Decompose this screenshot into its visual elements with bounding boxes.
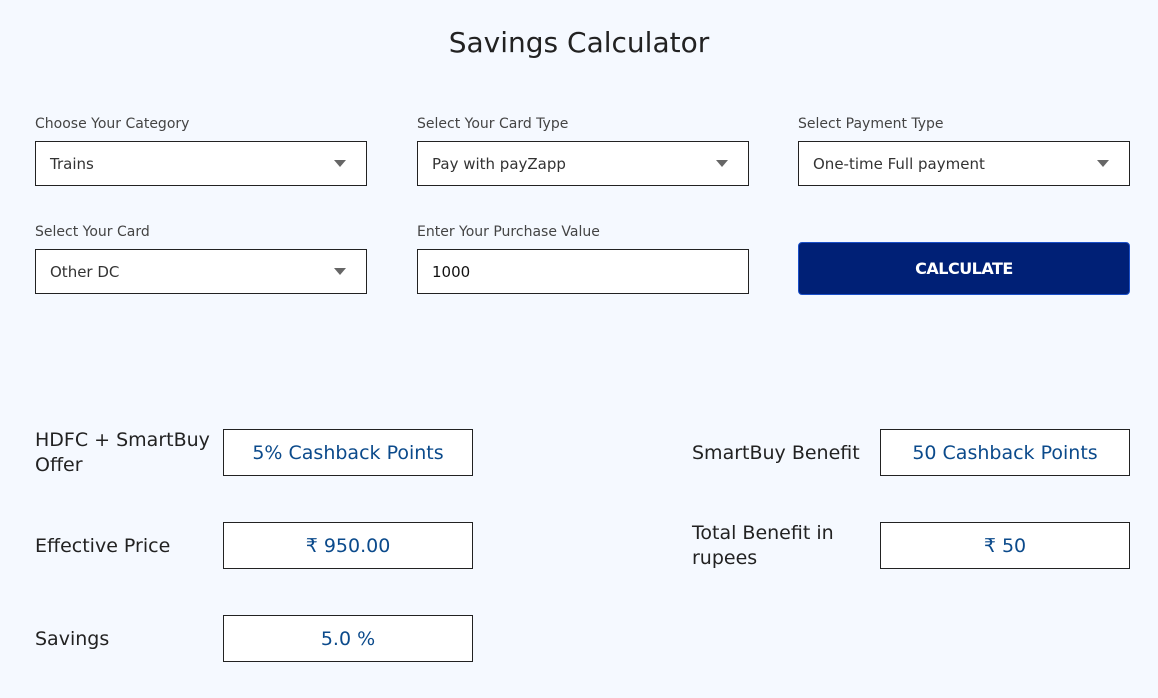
category-value: Trains [50, 154, 94, 173]
chevron-down-icon [334, 160, 346, 167]
offer-label: HDFC + SmartBuy Offer [35, 429, 210, 476]
payment-type-field: Select Payment Type One-time Full paymen… [798, 116, 1130, 186]
chevron-down-icon [716, 160, 728, 167]
card-type-value: Pay with payZapp [432, 154, 566, 173]
chevron-down-icon [334, 268, 346, 275]
purchase-label: Enter Your Purchase Value [417, 224, 600, 240]
payment-type-label: Select Payment Type [798, 116, 944, 132]
payment-type-select[interactable]: One-time Full payment [798, 141, 1130, 186]
card-type-field: Select Your Card Type Pay with payZapp [417, 116, 749, 186]
effective-price-label: Effective Price [35, 535, 171, 557]
savings-value: 5.0 % [223, 615, 473, 662]
total-benefit-label: Total Benefit in rupees [692, 522, 834, 569]
savings-label: Savings [35, 628, 110, 650]
card-label: Select Your Card [35, 224, 150, 240]
chevron-down-icon [1097, 160, 1109, 167]
calculate-button[interactable]: CALCULATE [798, 242, 1130, 295]
card-type-select[interactable]: Pay with payZapp [417, 141, 749, 186]
category-label: Choose Your Category [35, 116, 190, 132]
effective-price-value: ₹ 950.00 [223, 522, 473, 569]
category-field: Choose Your Category Trains [35, 116, 367, 186]
purchase-field: Enter Your Purchase Value [417, 224, 749, 294]
payment-type-value: One-time Full payment [813, 154, 985, 173]
category-select[interactable]: Trains [35, 141, 367, 186]
card-value: Other DC [50, 262, 120, 281]
smartbuy-benefit-value: 50 Cashback Points [880, 429, 1130, 476]
page-title: Savings Calculator [448, 26, 710, 59]
card-type-label: Select Your Card Type [417, 116, 569, 132]
total-benefit-value: ₹ 50 [880, 522, 1130, 569]
card-select[interactable]: Other DC [35, 249, 367, 294]
smartbuy-benefit-label: SmartBuy Benefit [692, 442, 860, 464]
card-field: Select Your Card Other DC [35, 224, 367, 294]
offer-value: 5% Cashback Points [223, 429, 473, 476]
purchase-value-input[interactable] [417, 249, 749, 294]
